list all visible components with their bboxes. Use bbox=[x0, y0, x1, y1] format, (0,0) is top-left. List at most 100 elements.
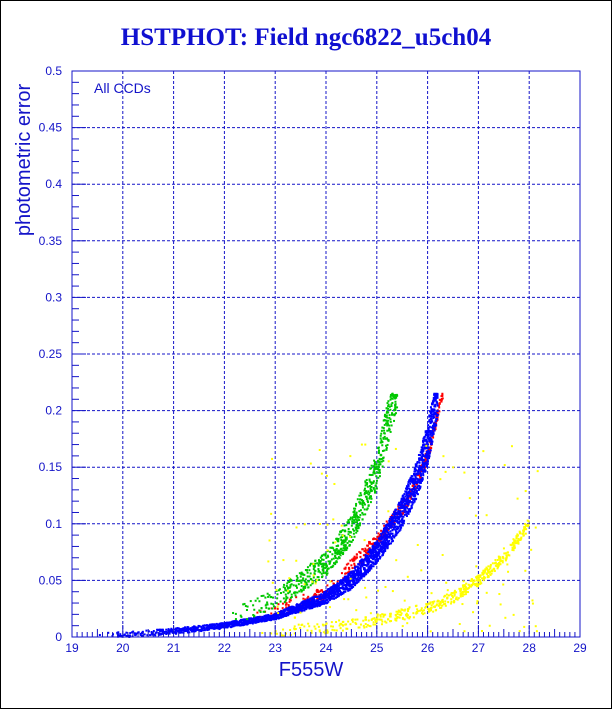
data-point bbox=[402, 499, 405, 502]
data-point bbox=[460, 587, 463, 590]
data-point bbox=[251, 618, 254, 621]
data-point bbox=[354, 521, 357, 524]
data-point bbox=[356, 573, 359, 576]
data-point bbox=[371, 543, 374, 546]
data-point bbox=[370, 554, 373, 557]
data-point bbox=[431, 600, 434, 603]
data-point bbox=[289, 628, 292, 631]
data-point bbox=[527, 520, 530, 523]
data-point bbox=[296, 606, 299, 609]
data-point bbox=[426, 455, 429, 458]
data-point bbox=[336, 591, 339, 594]
data-point bbox=[371, 473, 374, 476]
data-point bbox=[423, 612, 426, 615]
data-point bbox=[355, 504, 358, 507]
data-point bbox=[332, 590, 335, 593]
data-point bbox=[408, 500, 411, 503]
data-point bbox=[277, 603, 280, 606]
data-point bbox=[308, 607, 311, 610]
data-point bbox=[335, 545, 338, 548]
data-point bbox=[438, 406, 441, 409]
data-point bbox=[359, 555, 362, 558]
data-point bbox=[496, 563, 499, 566]
data-point bbox=[400, 518, 403, 521]
data-point bbox=[417, 488, 420, 491]
data-point bbox=[233, 624, 236, 627]
data-point bbox=[173, 628, 176, 631]
data-point bbox=[264, 617, 267, 620]
data-point bbox=[252, 621, 255, 624]
data-point bbox=[305, 607, 308, 610]
data-point bbox=[431, 410, 434, 413]
data-point bbox=[352, 558, 355, 561]
data-point bbox=[428, 439, 431, 442]
data-point bbox=[290, 579, 293, 582]
data-point bbox=[249, 620, 252, 623]
data-point bbox=[209, 627, 212, 630]
data-point bbox=[301, 605, 304, 608]
data-point bbox=[455, 596, 458, 599]
data-point bbox=[340, 524, 343, 527]
data-point bbox=[368, 484, 371, 487]
data-point bbox=[435, 393, 438, 396]
data-point bbox=[432, 436, 435, 439]
data-point bbox=[485, 591, 488, 594]
data-point bbox=[440, 395, 443, 398]
data-point bbox=[322, 599, 325, 602]
data-point bbox=[413, 495, 416, 498]
data-point bbox=[394, 517, 397, 520]
data-point bbox=[346, 521, 349, 524]
data-point bbox=[363, 568, 366, 571]
data-point bbox=[418, 474, 421, 477]
data-point bbox=[341, 539, 344, 542]
data-point bbox=[386, 410, 389, 413]
data-point bbox=[286, 582, 289, 585]
data-point bbox=[345, 576, 348, 579]
data-point bbox=[381, 441, 384, 444]
data-point bbox=[355, 511, 358, 514]
data-point bbox=[275, 602, 278, 605]
data-point bbox=[494, 561, 497, 564]
data-point bbox=[306, 575, 309, 578]
data-point bbox=[369, 612, 372, 615]
data-point bbox=[369, 550, 372, 553]
data-point bbox=[364, 547, 367, 550]
data-point bbox=[335, 552, 338, 555]
data-point bbox=[494, 559, 497, 562]
data-point bbox=[436, 413, 439, 416]
data-point bbox=[282, 615, 285, 618]
data-point bbox=[329, 591, 332, 594]
data-point bbox=[348, 581, 351, 584]
data-point bbox=[261, 631, 264, 634]
data-point bbox=[318, 600, 321, 603]
data-point bbox=[331, 585, 334, 588]
data-point bbox=[304, 586, 307, 589]
data-point bbox=[337, 585, 340, 588]
data-point bbox=[342, 588, 345, 591]
data-point bbox=[482, 569, 485, 572]
data-point bbox=[377, 557, 380, 560]
data-point bbox=[409, 482, 412, 485]
data-point bbox=[427, 446, 430, 449]
data-point bbox=[419, 454, 422, 457]
data-point bbox=[267, 613, 270, 616]
data-point bbox=[334, 541, 337, 544]
data-point bbox=[385, 621, 388, 624]
data-point bbox=[477, 577, 480, 580]
data-point bbox=[407, 508, 410, 511]
data-point bbox=[374, 549, 377, 552]
data-point bbox=[326, 474, 329, 477]
data-point bbox=[323, 602, 326, 605]
data-point bbox=[184, 629, 187, 632]
data-point bbox=[465, 582, 468, 585]
data-point bbox=[374, 545, 377, 548]
data-point bbox=[382, 543, 385, 546]
data-point bbox=[343, 539, 346, 542]
data-point bbox=[374, 555, 377, 558]
data-point bbox=[427, 428, 430, 431]
data-point bbox=[506, 563, 509, 566]
data-point bbox=[234, 622, 237, 625]
data-point bbox=[343, 584, 346, 587]
data-point bbox=[195, 626, 198, 629]
data-point bbox=[386, 543, 389, 546]
